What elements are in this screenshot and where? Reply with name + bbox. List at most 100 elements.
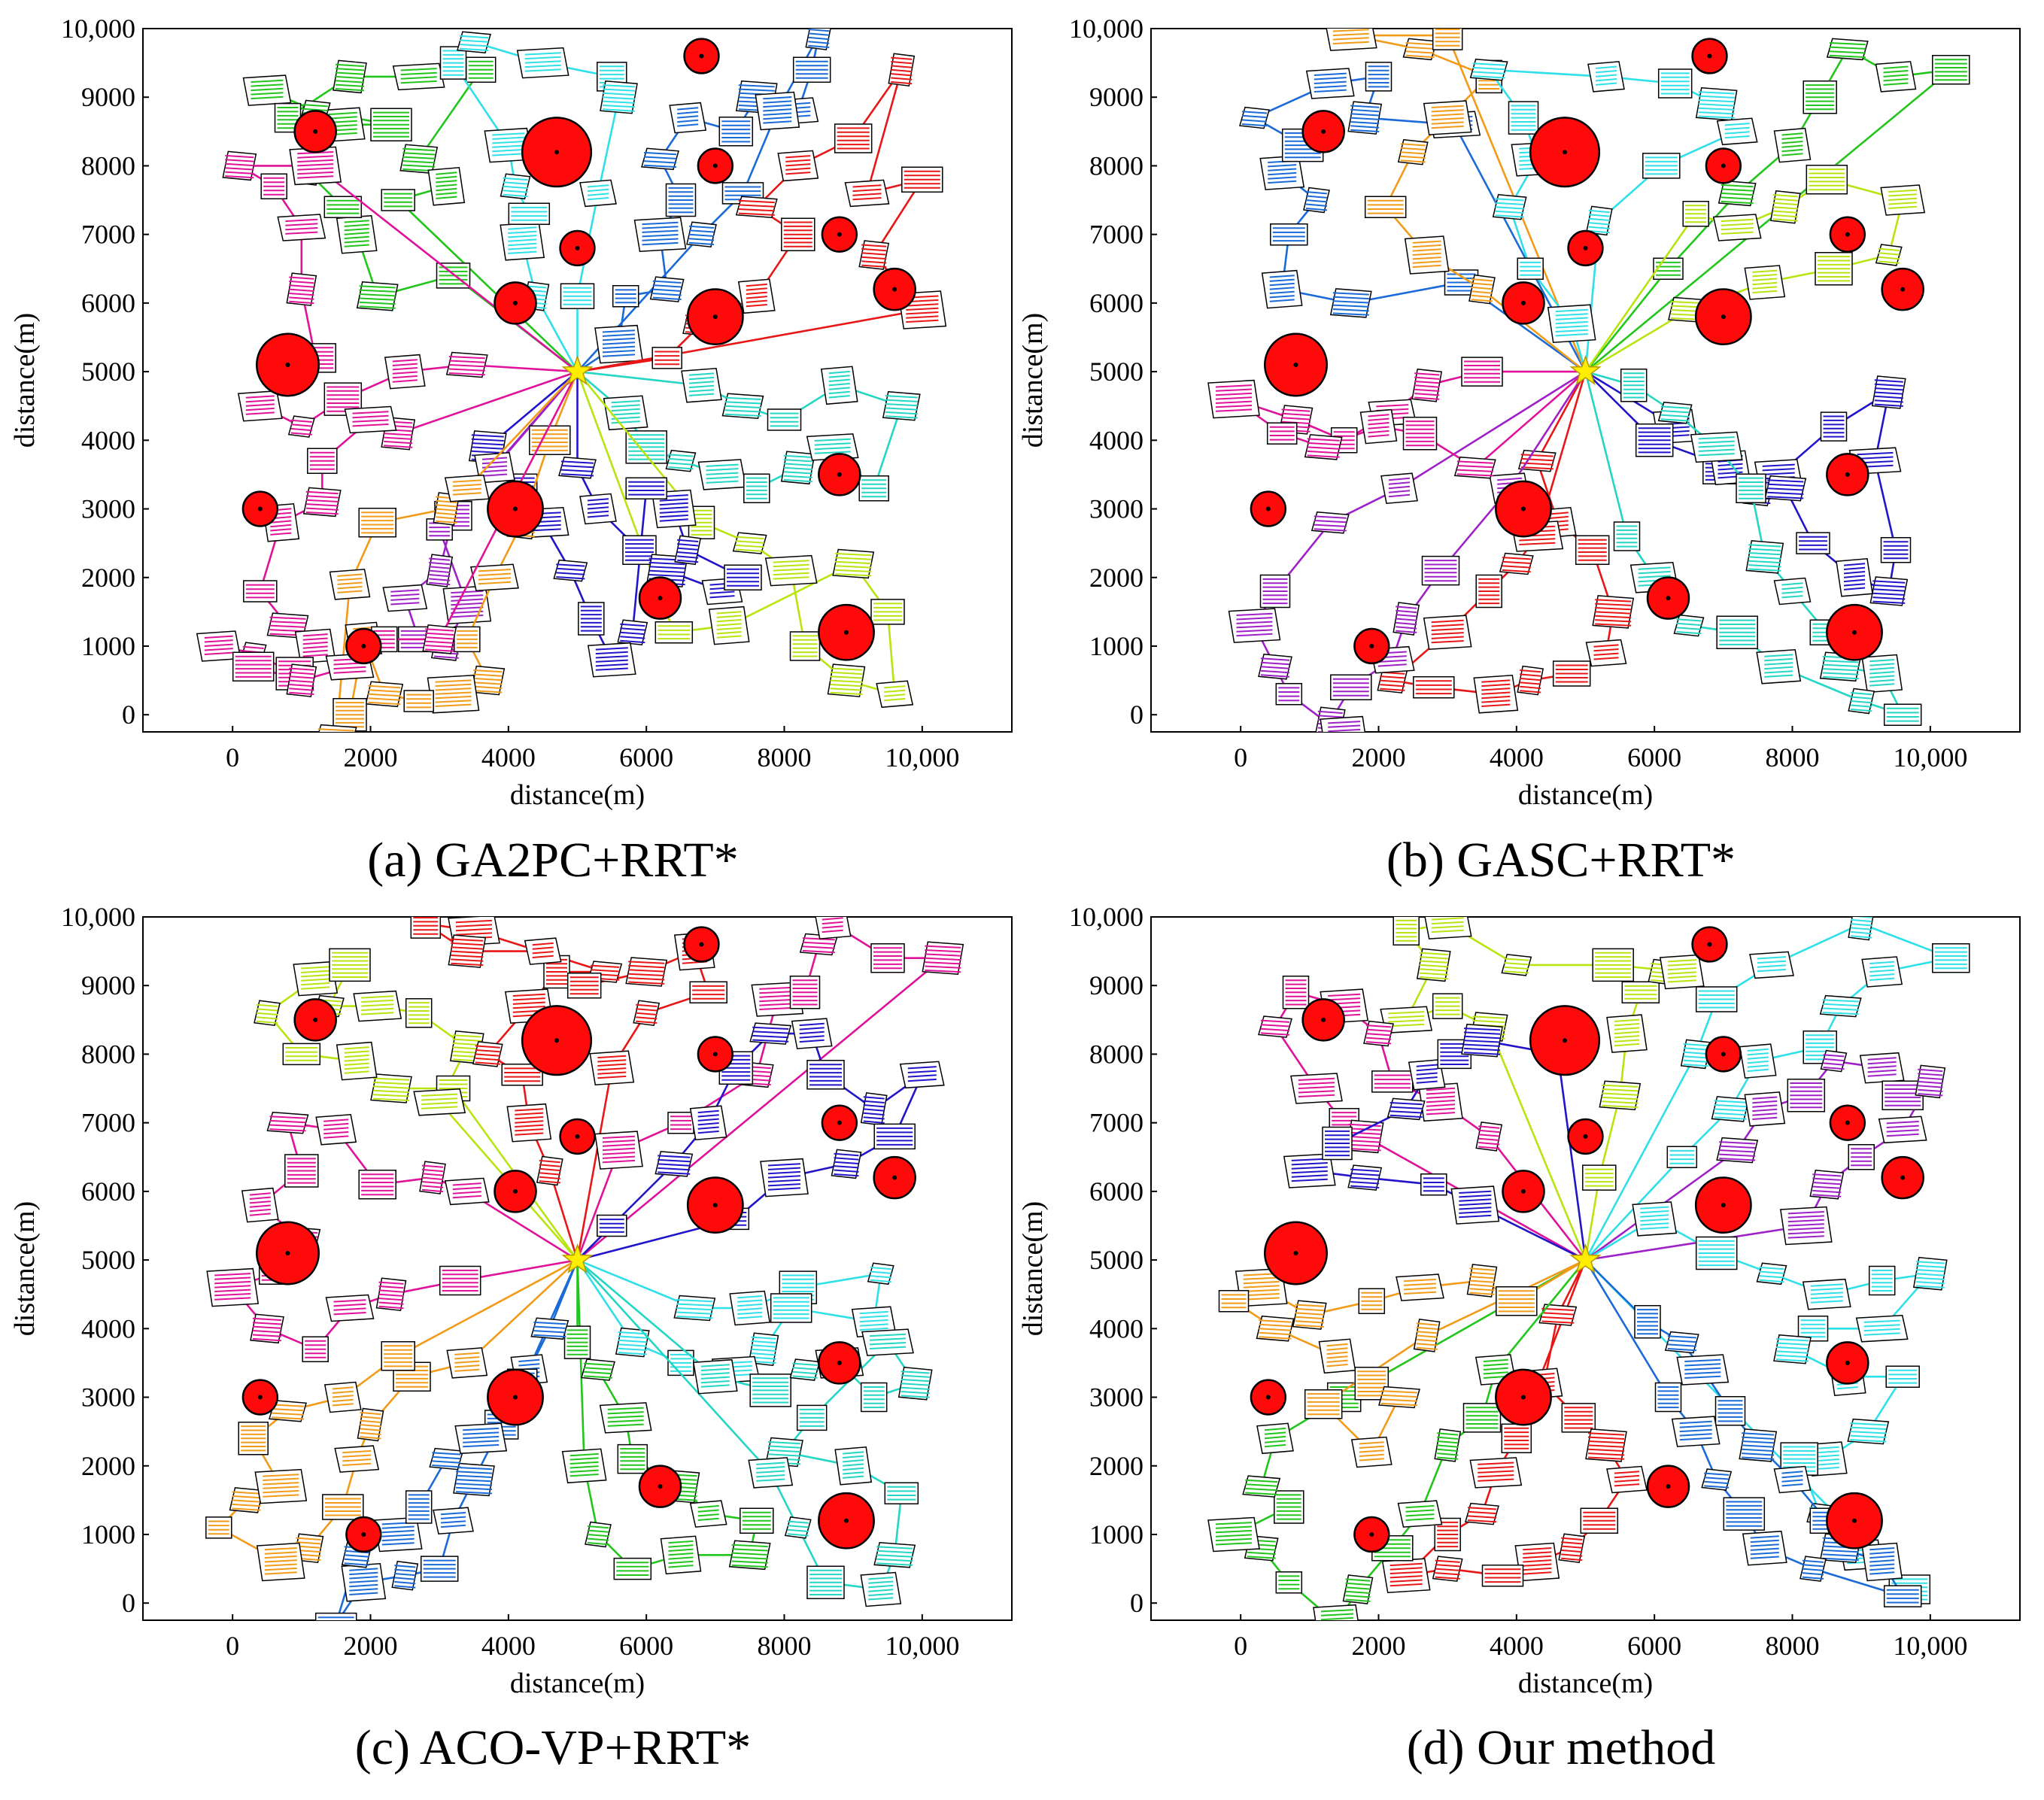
y-tick-label: 10,000	[61, 14, 135, 44]
survey-region	[353, 990, 402, 1022]
survey-region	[1875, 244, 1903, 266]
survey-region	[873, 1542, 916, 1568]
survey-region	[1292, 1300, 1327, 1330]
survey-region	[448, 934, 487, 968]
survey-region	[625, 430, 667, 464]
survey-region	[1242, 1475, 1281, 1498]
survey-region	[831, 1149, 862, 1179]
survey-region	[1514, 1542, 1560, 1582]
survey-region	[669, 102, 707, 134]
survey-region	[1642, 153, 1681, 179]
survey-region	[1517, 449, 1557, 472]
survey-region	[599, 1402, 652, 1434]
survey-region	[697, 459, 747, 490]
survey-region	[356, 281, 399, 311]
survey-region	[1347, 101, 1383, 135]
survey-region	[749, 1374, 791, 1407]
survey-region	[873, 1123, 916, 1150]
survey-region	[1820, 411, 1848, 442]
survey-region	[1912, 1256, 1948, 1291]
obstacle-center	[892, 287, 897, 292]
y-tick-label: 6000	[1089, 288, 1143, 318]
survey-region	[269, 1400, 307, 1422]
survey-region	[1408, 1058, 1446, 1091]
x-tick-label: 4000	[481, 742, 536, 773]
obstacle-center	[361, 643, 366, 648]
panel-d: 0 2000 4000 6000 8000 10,000 0 1000 2000 3000 4000…	[1017, 902, 2021, 1699]
survey-region	[1364, 196, 1407, 218]
survey-region	[289, 146, 342, 186]
survey-region	[1883, 1585, 1922, 1607]
survey-region	[457, 31, 491, 54]
y-tick-label: 9000	[81, 82, 135, 112]
x-tick-label: 8000	[1766, 742, 1820, 773]
survey-region	[791, 1018, 833, 1049]
obstacle-center	[1852, 1518, 1857, 1523]
survey-region	[1304, 434, 1343, 460]
survey-region	[1363, 1020, 1394, 1047]
survey-region	[1423, 615, 1472, 650]
survey-region	[1690, 431, 1743, 463]
survey-region	[665, 449, 697, 472]
survey-region	[314, 1612, 357, 1620]
survey-region	[1575, 535, 1610, 566]
survey-region	[820, 366, 858, 405]
survey-region	[1492, 193, 1527, 220]
survey-region	[365, 681, 404, 708]
y-tick-label: 6000	[81, 1176, 135, 1207]
obstacle-center	[1521, 1188, 1526, 1194]
plot-area	[1207, 917, 1970, 1620]
survey-region	[1664, 1331, 1699, 1354]
survey-region	[1420, 1173, 1447, 1196]
obstacle-center	[575, 1134, 580, 1139]
survey-region	[1256, 1315, 1295, 1342]
survey-region	[232, 651, 275, 682]
survey-region	[1501, 954, 1532, 976]
survey-region	[433, 1507, 474, 1534]
x-axis-label: distance(m)	[1518, 1668, 1653, 1699]
survey-region	[1547, 304, 1596, 343]
survey-region	[1218, 1290, 1250, 1313]
y-tick-label: 4000	[81, 1313, 135, 1343]
survey-region	[266, 1111, 309, 1134]
plot-area	[196, 29, 947, 732]
survey-region	[294, 628, 336, 664]
survey-region	[1882, 1080, 1924, 1110]
survey-region	[1418, 1082, 1463, 1122]
y-tick-label: 7000	[81, 1108, 135, 1138]
survey-region	[1718, 180, 1757, 207]
survey-region	[446, 1347, 488, 1379]
obstacle-center	[513, 1395, 518, 1400]
y-axis-label: distance(m)	[9, 1201, 41, 1336]
survey-region	[1283, 1153, 1336, 1188]
survey-region	[427, 166, 466, 206]
survey-region	[806, 1060, 845, 1090]
y-tick-label: 6000	[81, 288, 135, 318]
survey-region	[1413, 675, 1455, 699]
survey-region	[834, 1446, 873, 1486]
panel-b: 0 2000 4000 6000 8000 10,000 0 1000 2000 3000 4000…	[1017, 14, 2021, 811]
survey-region	[1796, 532, 1830, 554]
survey-region	[1552, 660, 1591, 687]
depot-star	[561, 1243, 594, 1274]
survey-region	[1773, 577, 1812, 606]
survey-region	[579, 493, 617, 525]
survey-region	[1739, 1428, 1778, 1462]
survey-region	[1275, 683, 1303, 706]
x-tick-label: 4000	[1490, 1631, 1544, 1661]
survey-region	[1469, 1457, 1523, 1489]
obstacle-center	[1845, 472, 1850, 477]
survey-region	[445, 351, 488, 378]
survey-region	[1802, 1278, 1851, 1310]
survey-region	[579, 179, 617, 208]
obstacle-center	[513, 300, 518, 305]
survey-region	[1432, 29, 1463, 50]
survey-region	[1883, 703, 1922, 726]
survey-region	[749, 1022, 792, 1045]
survey-region	[1466, 1264, 1498, 1298]
survey-region	[1711, 1096, 1750, 1122]
caption-c: (c) ACO-VP+RRT*	[355, 1720, 751, 1775]
survey-region	[1378, 1386, 1420, 1409]
survey-region	[667, 1111, 694, 1134]
survey-region	[1585, 639, 1627, 667]
